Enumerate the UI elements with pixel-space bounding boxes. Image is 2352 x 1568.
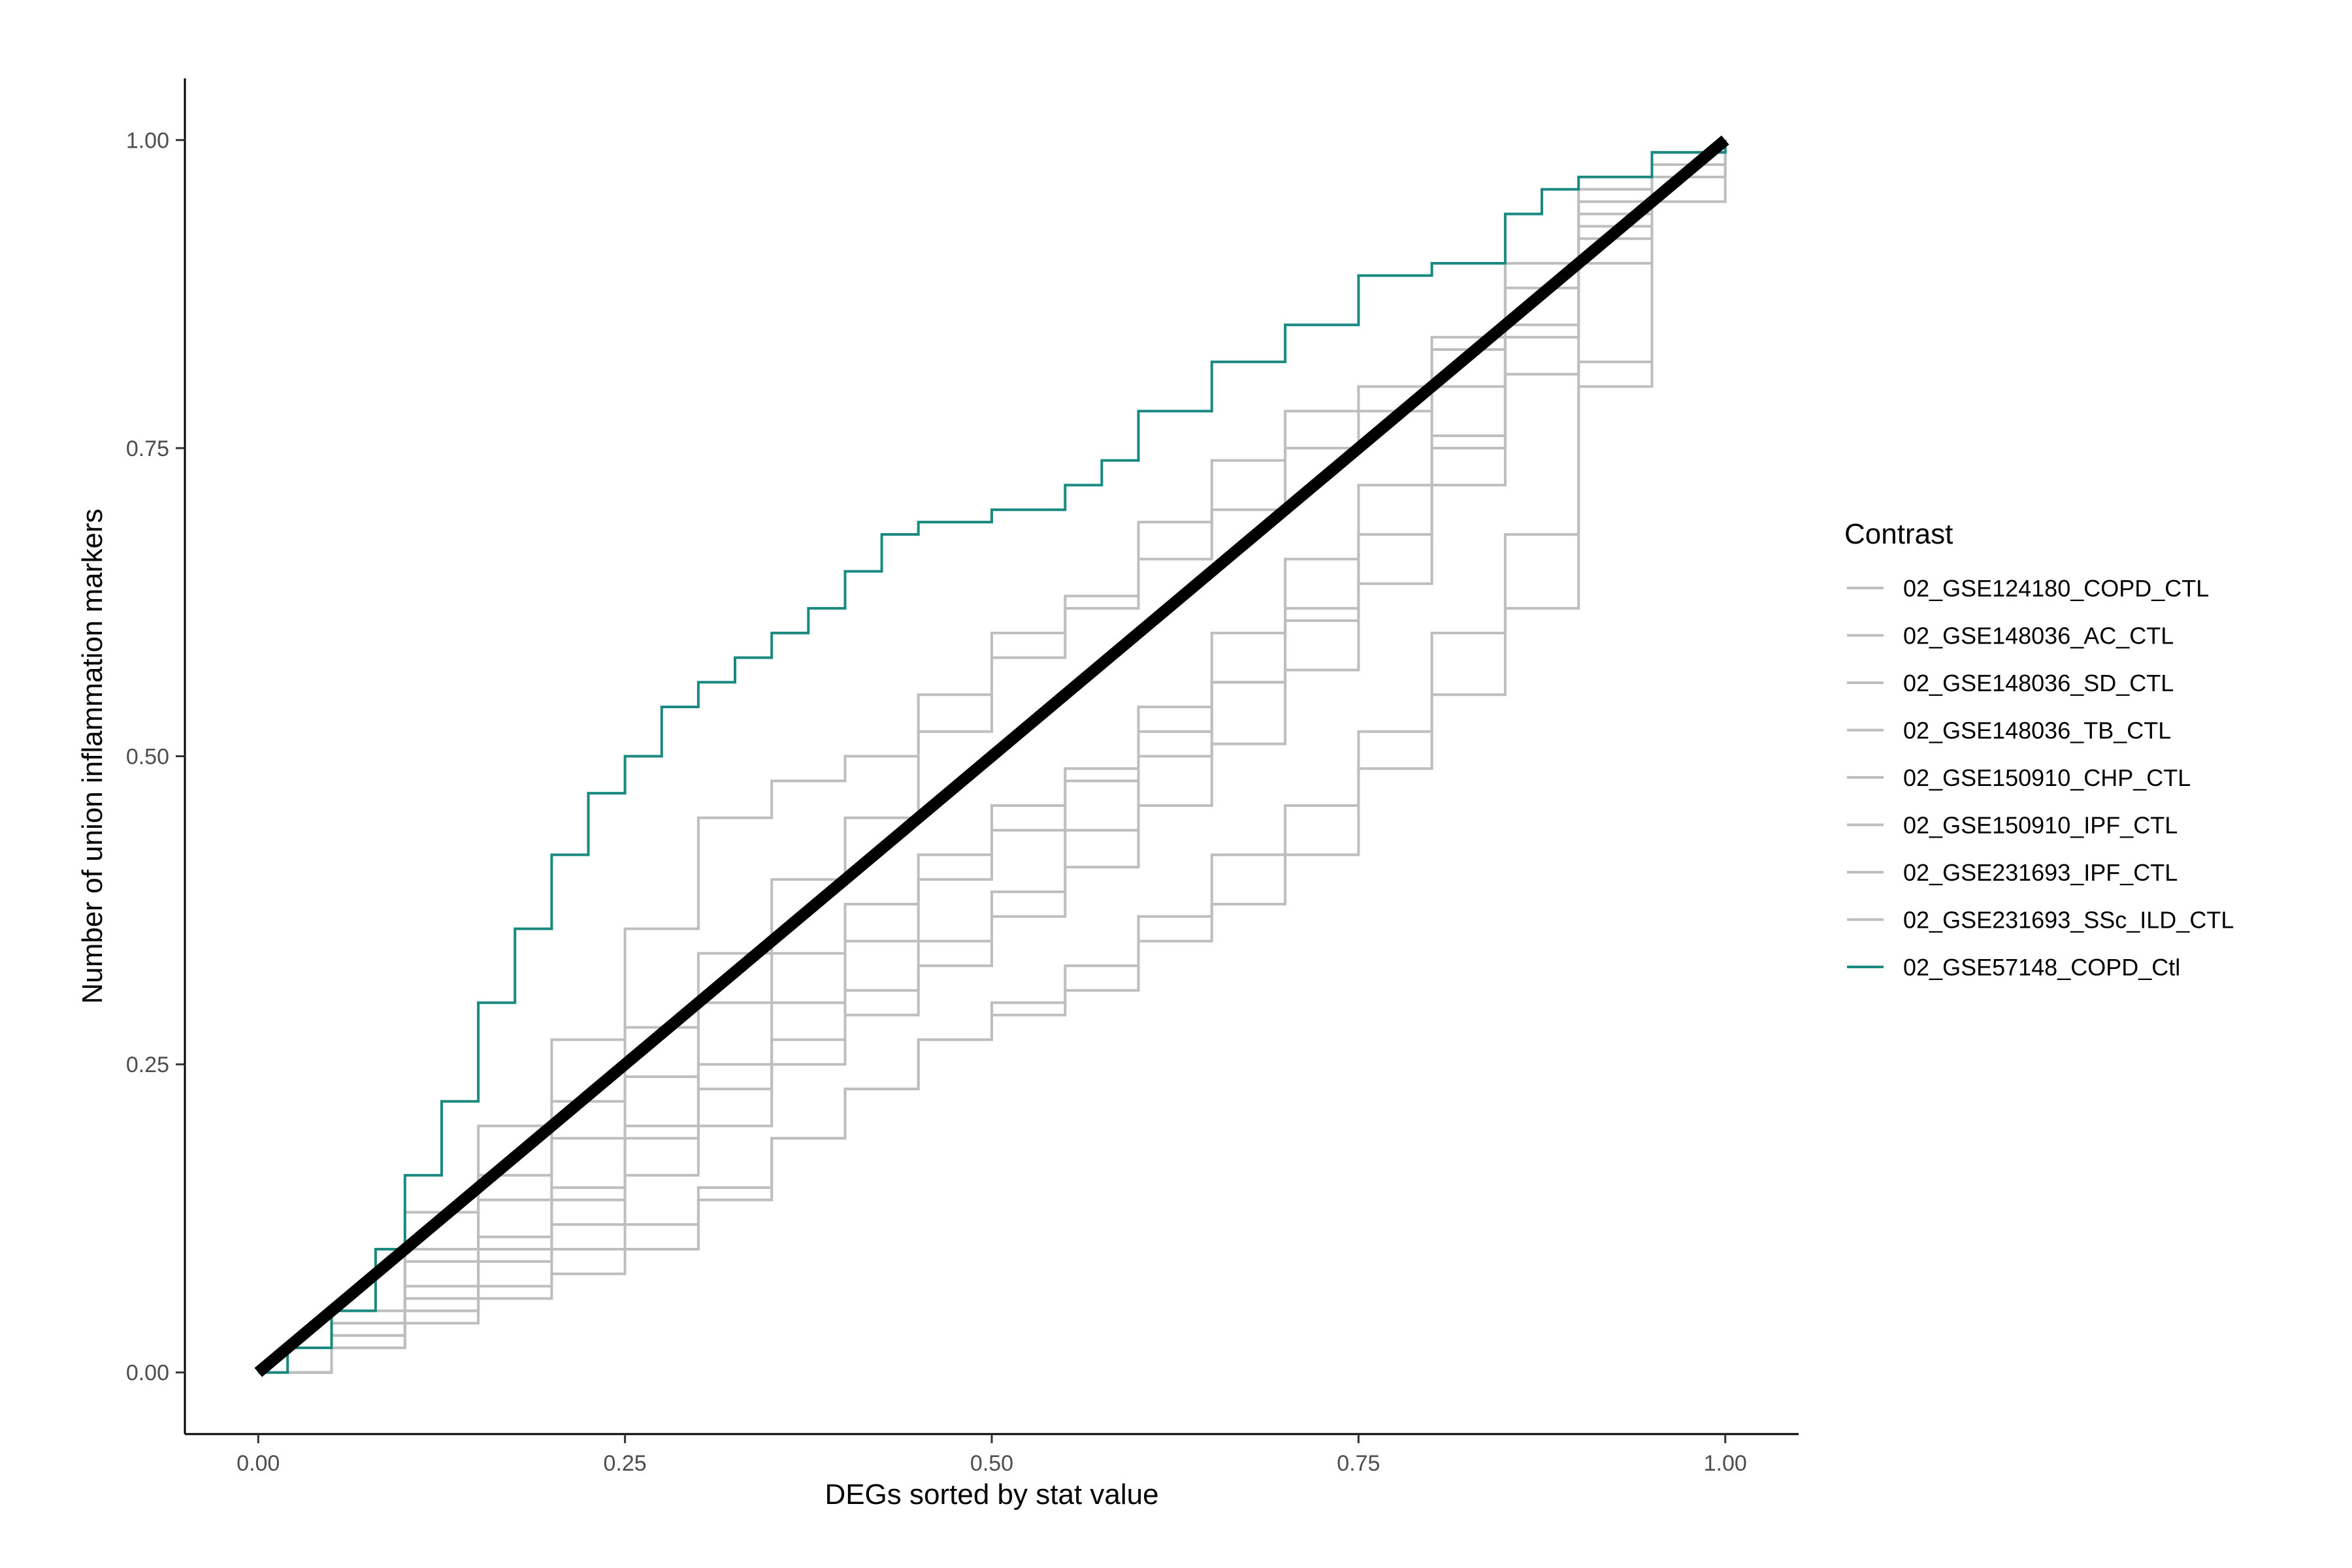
y-axis-title: Number of union inflammation markers [76, 508, 108, 1004]
legend-items: 02_GSE124180_COPD_CTL 02_GSE148036_AC_CTL… [1847, 575, 2234, 981]
legend-label-02_GSE231693_SSc_ILD_CTL: 02_GSE231693_SSc_ILD_CTL [1903, 907, 2234, 934]
y-ticks: 0.00 0.25 0.50 0.75 1.00 [126, 128, 185, 1386]
x-tick-label: 0.25 [604, 1451, 647, 1476]
y-tick-label: 0.25 [126, 1053, 169, 1077]
series-line-02_GSE231693_IPF_CTL [258, 140, 1727, 1374]
x-ticks: 0.00 0.25 0.50 0.75 1.00 [237, 1434, 1747, 1476]
legend-label-02_GSE150910_IPF_CTL: 02_GSE150910_IPF_CTL [1903, 812, 2178, 839]
y-tick-label: 0.75 [126, 436, 169, 461]
legend: Contrast 02_GSE124180_COPD_CTL 02_GSE1480… [1844, 518, 2234, 981]
series-line-02_GSE231693_SSc_ILD_CTL [258, 140, 1727, 1374]
x-tick-label: 0.50 [970, 1451, 1013, 1476]
legend-label-02_GSE231693_IPF_CTL: 02_GSE231693_IPF_CTL [1903, 859, 2178, 886]
series-line-02_GSE150910_IPF_CTL [258, 140, 1727, 1374]
y-tick-label: 0.50 [126, 745, 169, 770]
legend-label-02_GSE124180_COPD_CTL: 02_GSE124180_COPD_CTL [1903, 575, 2209, 602]
x-tick-label: 0.75 [1337, 1451, 1380, 1476]
legend-label-02_GSE57148_COPD_Ctl: 02_GSE57148_COPD_Ctl [1903, 954, 2180, 981]
series-layer [258, 140, 1727, 1374]
legend-label-02_GSE148036_AC_CTL: 02_GSE148036_AC_CTL [1903, 623, 2174, 649]
y-tick-label: 1.00 [126, 128, 169, 153]
y-tick-label: 0.00 [126, 1361, 169, 1386]
x-tick-label: 1.00 [1704, 1451, 1747, 1476]
legend-label-02_GSE148036_TB_CTL: 02_GSE148036_TB_CTL [1903, 717, 2171, 744]
legend-label-02_GSE150910_CHP_CTL: 02_GSE150910_CHP_CTL [1903, 764, 2191, 791]
series-line-02_GSE57148_COPD_Ctl [258, 140, 1727, 1374]
reference-line [254, 135, 1729, 1377]
x-axis-title: DEGs sorted by stat value [825, 1478, 1158, 1511]
x-tick-label: 0.00 [237, 1451, 280, 1476]
legend-label-02_GSE148036_SD_CTL: 02_GSE148036_SD_CTL [1903, 670, 2174, 696]
legend-title: Contrast [1844, 518, 1953, 550]
